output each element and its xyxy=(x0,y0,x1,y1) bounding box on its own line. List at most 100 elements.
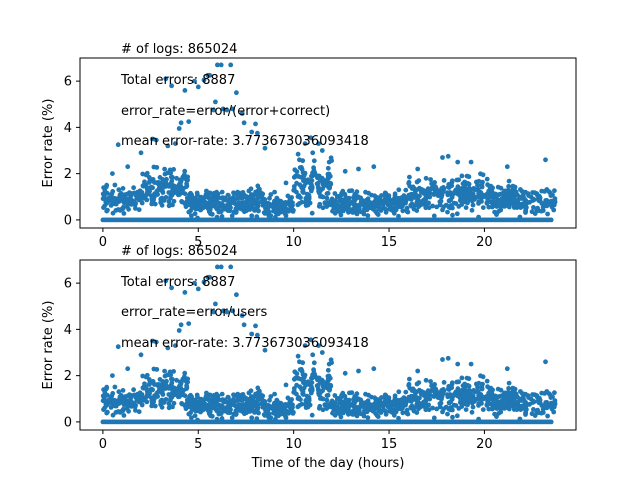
y-axis-label: Error rate (%) xyxy=(41,301,56,390)
data-point xyxy=(171,198,177,204)
data-point xyxy=(337,198,342,204)
data-point xyxy=(218,264,224,270)
data-point xyxy=(510,385,516,391)
data-point xyxy=(169,83,175,89)
data-point xyxy=(326,373,332,379)
data-point xyxy=(197,196,203,202)
data-point xyxy=(478,392,484,397)
data-point xyxy=(352,198,357,204)
plot-frame xyxy=(79,259,577,431)
data-point xyxy=(455,361,461,367)
data-point xyxy=(544,405,550,411)
data-point xyxy=(257,186,262,192)
data-point xyxy=(291,389,297,394)
data-point xyxy=(192,199,198,205)
data-point xyxy=(399,397,404,403)
data-point xyxy=(391,210,397,216)
data-point xyxy=(316,141,321,147)
data-point xyxy=(171,167,177,172)
data-point xyxy=(318,188,323,193)
data-point xyxy=(146,175,152,180)
data-point xyxy=(267,195,272,201)
data-point xyxy=(480,205,486,211)
data-point xyxy=(267,397,272,403)
y-tick-label: 2 xyxy=(64,167,72,182)
data-point xyxy=(302,343,308,348)
data-point xyxy=(468,159,474,165)
data-point xyxy=(469,409,475,415)
data-point xyxy=(379,395,384,400)
data-point xyxy=(332,393,338,398)
data-point xyxy=(494,395,500,401)
data-point xyxy=(448,399,454,405)
data-point xyxy=(351,210,356,215)
data-point xyxy=(379,193,384,198)
data-point xyxy=(525,191,531,197)
data-point xyxy=(440,207,445,213)
data-point xyxy=(427,396,433,402)
data-point xyxy=(475,182,480,188)
data-point xyxy=(149,402,155,407)
data-point xyxy=(118,393,124,398)
data-point xyxy=(347,188,352,194)
annotation-text: mean error-rate: 3.773673036093418 xyxy=(121,134,369,149)
annotation-text: # of logs: 865024 xyxy=(121,42,237,57)
data-point xyxy=(115,344,121,350)
data-point xyxy=(512,204,518,210)
data-point xyxy=(445,355,451,361)
data-point xyxy=(143,395,149,400)
data-point xyxy=(439,396,444,402)
data-point xyxy=(316,343,321,348)
data-point xyxy=(458,192,464,197)
data-point xyxy=(254,416,260,421)
data-point xyxy=(301,374,307,380)
data-point xyxy=(345,203,350,208)
data-point xyxy=(144,197,150,203)
data-point xyxy=(424,192,429,198)
data-point xyxy=(136,409,142,415)
data-point xyxy=(440,391,446,397)
data-point xyxy=(254,402,259,407)
data-point xyxy=(449,178,455,184)
data-point xyxy=(392,199,397,205)
data-point xyxy=(451,200,457,206)
data-point xyxy=(310,352,316,358)
data-point xyxy=(362,206,367,212)
data-point xyxy=(454,413,460,419)
data-point xyxy=(466,383,472,389)
data-point xyxy=(415,368,421,374)
data-point xyxy=(304,381,310,387)
data-point xyxy=(255,130,260,136)
data-point xyxy=(445,209,450,215)
data-point xyxy=(266,415,272,420)
data-point xyxy=(440,409,445,415)
data-point xyxy=(168,170,174,176)
data-point xyxy=(495,184,501,190)
data-point xyxy=(352,407,358,413)
data-point xyxy=(329,158,334,164)
data-point xyxy=(103,392,109,398)
data-point xyxy=(195,286,201,292)
data-point xyxy=(548,400,554,406)
data-point xyxy=(484,394,489,399)
data-point xyxy=(309,412,315,418)
data-point xyxy=(517,416,523,422)
data-point xyxy=(111,399,117,404)
data-point xyxy=(174,185,180,191)
data-point xyxy=(539,208,544,214)
data-point xyxy=(341,208,346,214)
data-point xyxy=(163,386,168,391)
data-point xyxy=(173,343,178,348)
data-point xyxy=(180,190,185,196)
data-point xyxy=(225,208,231,214)
data-point xyxy=(262,347,268,353)
data-point xyxy=(295,194,301,200)
data-point xyxy=(518,187,523,192)
data-point xyxy=(331,407,337,412)
data-point xyxy=(153,137,159,143)
data-point xyxy=(121,413,127,418)
data-point xyxy=(297,157,302,163)
data-point xyxy=(178,120,184,126)
data-point xyxy=(485,398,491,404)
data-point xyxy=(392,191,398,197)
